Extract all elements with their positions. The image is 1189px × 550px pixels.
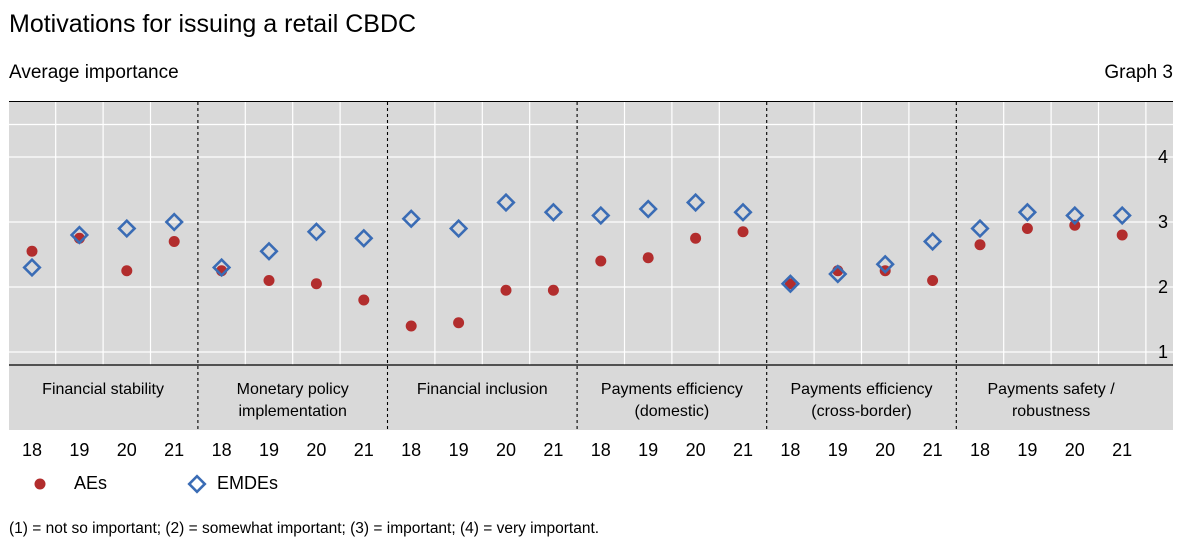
aes-point — [642, 252, 654, 264]
x-tick-label: 20 — [1065, 440, 1085, 460]
category-labels: Financial stability Monetary policy implem… — [42, 381, 1115, 420]
x-tick-label: 18 — [780, 440, 800, 460]
aes-point — [547, 284, 559, 296]
x-tick-label: 19 — [449, 440, 469, 460]
category-label: Monetary policy — [237, 381, 349, 398]
emdes-point — [117, 218, 137, 239]
series-emdes — [22, 192, 1132, 294]
emdes-point — [922, 231, 943, 252]
x-tick-labels: 18 19 20 21 18 19 20 21 18 19 20 21 18 19 20 21 18 19 20 21… — [22, 440, 1132, 460]
x-tick-label: 18 — [970, 440, 990, 460]
emdes-point — [638, 199, 658, 219]
y-tick-label: 1 — [1158, 342, 1168, 362]
chart-subtitle: Average importance — [9, 62, 179, 83]
category-label: Payments safety / — [988, 381, 1116, 398]
category-label: (cross-border) — [811, 403, 911, 420]
x-tick-label: 20 — [496, 440, 516, 460]
emdes-point — [828, 264, 848, 284]
group-separators — [197, 102, 957, 430]
x-tick-label: 18 — [591, 440, 611, 460]
aes-point — [121, 265, 133, 277]
chart-svg: Financial stability Monetary policy implem… — [9, 102, 1173, 460]
x-tick-label: 19 — [259, 440, 279, 460]
aes-point — [1021, 223, 1033, 234]
aes-point — [26, 245, 38, 257]
emdes-point — [1017, 202, 1038, 222]
emdes-point — [164, 212, 184, 232]
x-tick-label: 19 — [638, 440, 658, 460]
emdes-point — [306, 222, 327, 242]
aes-point — [405, 320, 417, 332]
x-tick-label: 20 — [875, 440, 895, 460]
x-tick-label: 21 — [543, 440, 563, 460]
emdes-point — [875, 254, 895, 274]
aes-point — [737, 226, 749, 238]
x-tick-label: 18 — [401, 440, 421, 460]
aes-point — [500, 284, 512, 296]
x-tick-label: 18 — [22, 440, 42, 460]
series-aes — [26, 219, 1128, 332]
x-tick-label: 21 — [923, 440, 943, 460]
emdes-point — [970, 218, 990, 239]
title-rule — [9, 101, 1173, 102]
emdes-point — [591, 205, 611, 226]
emdes-point — [22, 257, 42, 278]
aes-point — [690, 232, 702, 244]
aes-point — [1116, 229, 1128, 241]
y-tick-label: 4 — [1158, 147, 1168, 167]
x-tick-label: 20 — [686, 440, 706, 460]
category-label: Payments efficiency — [601, 381, 743, 398]
legend-label-aes: AEs — [74, 473, 108, 493]
footnote: (1) = not so important; (2) = somewhat i… — [9, 520, 600, 537]
aes-point — [927, 275, 939, 286]
category-label: Financial stability — [42, 381, 164, 398]
category-label: implementation — [238, 403, 347, 420]
legend-label-emdes: EMDEs — [217, 473, 279, 493]
x-tick-label: 18 — [212, 440, 232, 460]
aes-point — [310, 278, 322, 290]
y-tick-label: 3 — [1158, 212, 1168, 232]
emdes-point — [1065, 205, 1085, 226]
x-tick-label: 21 — [354, 440, 374, 460]
y-tick-labels: 1 2 3 4 — [1158, 147, 1168, 362]
emdes-point — [685, 192, 706, 213]
emdes-point — [69, 225, 90, 245]
x-tick-label: 19 — [1017, 440, 1037, 460]
emdes-point — [780, 274, 801, 294]
emdes-point — [543, 202, 564, 222]
legend-circle-icon — [34, 478, 46, 490]
category-label: Payments efficiency — [791, 381, 933, 398]
x-tick-label: 21 — [1112, 440, 1132, 460]
emdes-point — [448, 218, 469, 239]
x-tick-label: 19 — [69, 440, 89, 460]
x-tick-label: 21 — [164, 440, 184, 460]
emdes-point — [733, 202, 753, 222]
emdes-point — [1112, 205, 1132, 226]
aes-point — [595, 255, 607, 267]
aes-point — [453, 317, 465, 329]
aes-point — [974, 239, 986, 251]
aes-point — [263, 275, 275, 286]
emdes-point — [211, 257, 232, 278]
emdes-point — [259, 241, 279, 261]
aes-point — [784, 278, 796, 290]
emdes-point — [496, 192, 516, 213]
chart-title: Motivations for issuing a retail CBDC — [9, 10, 417, 38]
x-tick-label: 20 — [117, 440, 137, 460]
category-label: Financial inclusion — [417, 381, 548, 398]
x-tick-label: 21 — [733, 440, 753, 460]
graph-number: Graph 3 — [1104, 62, 1173, 83]
aes-point — [168, 236, 180, 247]
x-tick-label: 19 — [828, 440, 848, 460]
aes-point — [1069, 219, 1081, 231]
emdes-point — [354, 228, 374, 248]
y-tick-label: 2 — [1158, 277, 1168, 297]
category-label: (domestic) — [635, 403, 710, 420]
legend-diamond-icon — [187, 474, 207, 494]
aes-point — [358, 294, 370, 306]
x-tick-label: 20 — [306, 440, 326, 460]
emdes-point — [401, 209, 421, 229]
category-label: robustness — [1012, 403, 1090, 420]
